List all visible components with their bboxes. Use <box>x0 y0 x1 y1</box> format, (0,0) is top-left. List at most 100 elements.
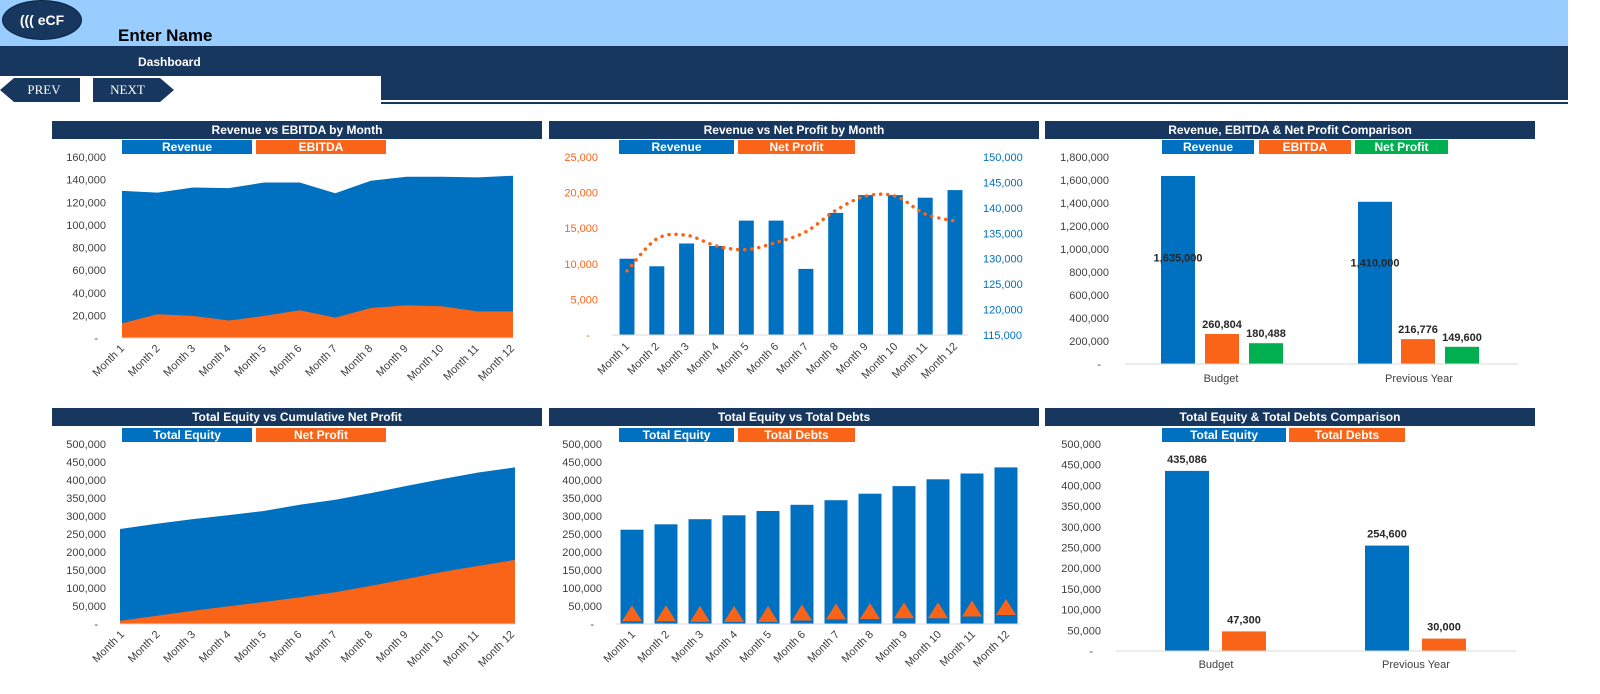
y-tick-label: 140,000 <box>66 175 106 187</box>
y-tick-label: 300,000 <box>66 511 106 523</box>
bar-total-equity <box>790 504 814 624</box>
marker-total-debts <box>894 602 914 619</box>
y-tick-label: 250,000 <box>1061 543 1101 555</box>
data-label: 47,300 <box>1227 614 1261 626</box>
legend-swatch <box>1289 428 1405 442</box>
x-tick-label: Budget <box>1199 659 1234 671</box>
y-tick-label: 450,000 <box>66 457 106 469</box>
chart-title: Total Equity vs Total Debts <box>718 410 871 424</box>
y-tick-label: 500,000 <box>562 439 602 451</box>
prev-button-label: PREV <box>27 82 61 97</box>
x-tick-label: Month 2 <box>636 629 673 666</box>
bar-revenue <box>738 220 754 335</box>
bar-revenue <box>947 190 963 335</box>
legend-swatch <box>1162 428 1286 442</box>
data-label: 149,600 <box>1442 332 1482 344</box>
x-tick-label: Month 4 <box>197 629 234 666</box>
y-tick-label: 200,000 <box>66 547 106 559</box>
y-tick-label: 250,000 <box>562 529 602 541</box>
marker-total-debts <box>656 605 676 622</box>
legend-swatch <box>122 140 252 154</box>
y-tick-label: - <box>1089 646 1093 658</box>
y-tick-label: - <box>94 333 98 345</box>
bar-total-equity <box>654 524 678 624</box>
y-tick-label: 400,000 <box>66 475 106 487</box>
next-button-label: NEXT <box>110 82 145 97</box>
y-tick-label: 145,000 <box>983 177 1023 189</box>
y-tick-label: 250,000 <box>66 529 106 541</box>
y-tick-label: 800,000 <box>1069 267 1109 279</box>
marker-total-debts <box>622 605 642 622</box>
x-tick-label: Month 4 <box>704 629 741 666</box>
x-tick-label: Month 8 <box>840 629 877 666</box>
y-tick-label: 300,000 <box>1061 522 1101 534</box>
bar-total-equity <box>620 529 644 624</box>
y-tick-label: 120,000 <box>66 197 106 209</box>
x-tick-label: Month 1 <box>602 629 639 666</box>
bar-revenue <box>649 266 665 335</box>
data-label: 254,600 <box>1367 529 1407 541</box>
x-tick-label: Month 4 <box>197 343 234 380</box>
x-tick-label: Month 2 <box>126 343 163 380</box>
x-tick-label: Month 12 <box>971 629 1012 670</box>
x-tick-label: Month 11 <box>441 629 481 669</box>
area-series-net-profit <box>120 559 515 624</box>
y-tick-label: 200,000 <box>1069 336 1109 348</box>
x-tick-label: Month 6 <box>772 629 809 666</box>
y-tick-label: 350,000 <box>1061 501 1101 513</box>
x-tick-label: Month 1 <box>91 343 128 380</box>
y-tick-label: 200,000 <box>562 547 602 559</box>
chart-title-bar <box>1045 408 1535 426</box>
x-tick-label: Month 2 <box>625 341 662 378</box>
bar-revenue <box>798 268 814 335</box>
bar-revenue <box>709 246 724 335</box>
y-tick-label: 40,000 <box>72 288 106 300</box>
legend-swatch <box>1162 140 1254 154</box>
y-tick-label: 20,000 <box>72 310 106 322</box>
bar-total-equity <box>926 479 950 624</box>
y-tick-label: 100,000 <box>562 583 602 595</box>
x-tick-label: Month 10 <box>405 343 446 384</box>
y-tick-label: 350,000 <box>562 493 602 505</box>
data-label: 260,804 <box>1202 319 1243 331</box>
data-label: 1,635,000 <box>1154 253 1203 265</box>
bar-ebitda <box>1401 339 1435 364</box>
y-tick-label: - <box>590 619 594 631</box>
y-tick-label: 50,000 <box>1067 625 1101 637</box>
y-tick-label: 200,000 <box>1061 563 1101 575</box>
y-tick-label: 50,000 <box>568 601 602 613</box>
legend-label: Revenue <box>651 140 701 154</box>
marker-total-debts <box>758 605 778 622</box>
section-label: Dashboard <box>138 55 201 69</box>
y-tick-label: - <box>1097 359 1101 371</box>
legend-swatch <box>256 428 386 442</box>
x-tick-label: Month 6 <box>268 629 305 666</box>
legend-label: EBITDA <box>1283 140 1328 154</box>
y-tick-label: 10,000 <box>564 259 598 271</box>
y-tick-label: 20,000 <box>564 188 598 200</box>
y-tick-label: 115,000 <box>983 330 1022 342</box>
y-tick-label: 150,000 <box>983 152 1023 164</box>
marker-total-debts <box>826 603 846 620</box>
data-label: 30,000 <box>1427 622 1461 634</box>
x-tick-label: Budget <box>1204 373 1239 385</box>
next-button[interactable]: NEXT <box>93 78 174 102</box>
legend-swatch <box>619 428 734 442</box>
legend-swatch <box>1355 140 1448 154</box>
legend-label: EBITDA <box>299 140 344 154</box>
x-tick-label: Month 5 <box>232 343 269 380</box>
y-tick-label: 300,000 <box>562 511 602 523</box>
marker-total-debts <box>996 599 1016 615</box>
area-series-revenue <box>122 175 513 338</box>
bar-total-equity <box>688 519 712 624</box>
bar-total-debts <box>1422 638 1466 651</box>
legend-label: Total Equity <box>153 428 221 442</box>
y-tick-label: 400,000 <box>562 475 602 487</box>
y-tick-label: 1,800,000 <box>1060 152 1109 164</box>
y-tick-label: 600,000 <box>1069 290 1109 302</box>
y-tick-label: 400,000 <box>1061 480 1101 492</box>
marker-total-debts <box>724 605 744 622</box>
prev-button[interactable]: PREV <box>0 78 80 102</box>
title-bar <box>0 0 1568 46</box>
y-tick-label: 140,000 <box>983 203 1023 215</box>
